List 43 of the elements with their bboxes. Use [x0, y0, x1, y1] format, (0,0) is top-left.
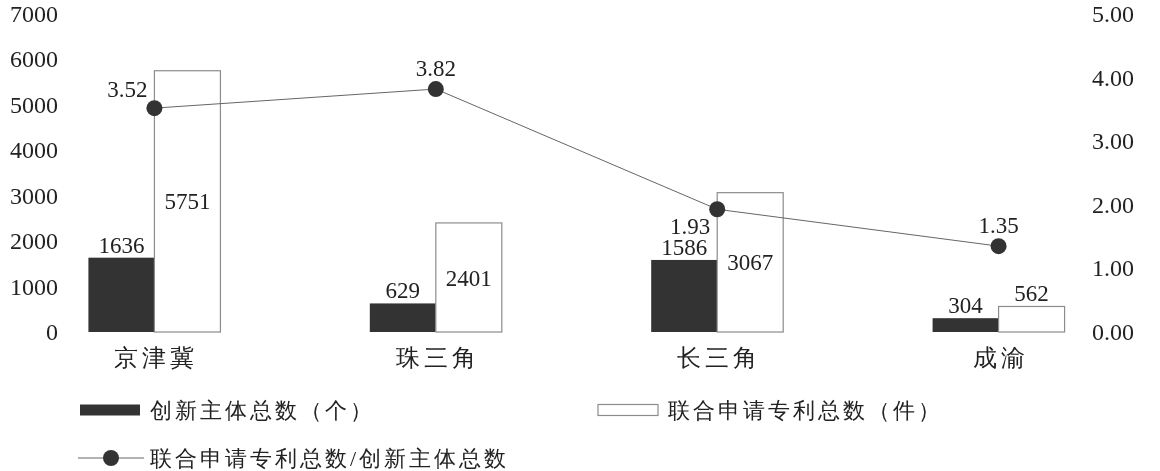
data-label: 304: [948, 293, 984, 319]
data-label: 2401: [445, 265, 492, 291]
data-label: 1.35: [978, 213, 1019, 239]
data-label: 3.82: [415, 56, 456, 82]
y2-tick-label: 3.00: [1092, 128, 1134, 155]
bar: [997, 305, 1066, 333]
data-label: 5751: [164, 189, 211, 215]
x-tick-label: 京津冀: [114, 345, 199, 371]
data-label: 562: [1014, 281, 1049, 307]
point: [990, 238, 1007, 255]
y-tick-label: 0: [46, 319, 58, 345]
x-tick-label: 珠三角: [395, 345, 480, 371]
bar: [88, 257, 155, 332]
y2-tick-label: 0.00: [1092, 319, 1134, 345]
data-label: 1636: [98, 232, 145, 258]
y-tick-label: 1000: [10, 273, 58, 300]
bar: [153, 70, 222, 333]
bar: [435, 222, 503, 333]
bar: [369, 303, 436, 332]
legend-label: 创新主体总数（个）: [150, 397, 375, 423]
x-tick-label: 成渝: [972, 345, 1029, 371]
point: [427, 81, 444, 98]
y-tick-label: 2000: [10, 228, 58, 255]
data-label: 629: [385, 278, 421, 304]
y2-tick-label: 2.00: [1092, 191, 1134, 218]
y-tick-label: 7000: [10, 1, 58, 27]
point: [709, 201, 726, 218]
bar: [651, 259, 718, 332]
legend-label: 联合申请专利总数（件）: [668, 397, 943, 423]
y-tick-label: 6000: [10, 46, 58, 73]
point: [146, 100, 163, 117]
bar: [716, 192, 784, 333]
data-label: 3.52: [107, 77, 148, 103]
y-tick-label: 3000: [10, 182, 58, 209]
y2-tick-label: 4.00: [1092, 64, 1134, 91]
bar: [932, 318, 999, 332]
y-tick-label: 4000: [10, 137, 58, 164]
y2-tick-label: 1.00: [1092, 255, 1134, 282]
y-tick-label: 5000: [10, 91, 58, 118]
x-tick-label: 长三角: [677, 345, 762, 371]
legend-label: 联合申请专利总数/创新主体总数: [150, 445, 510, 471]
data-label: 3067: [727, 250, 774, 276]
y2-tick-label: 5.00: [1092, 1, 1134, 27]
